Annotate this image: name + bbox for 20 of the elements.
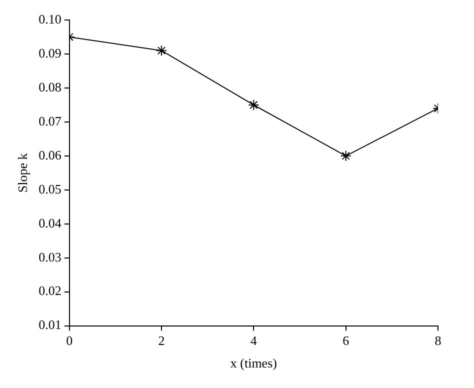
y-tick-label: 0.09 [38, 45, 62, 60]
y-tick-label: 0.02 [38, 283, 62, 298]
y-tick-label: 0.04 [38, 215, 62, 230]
y-tick-label: 0.05 [38, 181, 62, 196]
x-tick-label: 2 [158, 333, 165, 348]
y-tick-label: 0.03 [38, 249, 62, 264]
y-tick-label: 0.06 [38, 147, 62, 162]
y-tick-label: 0.08 [38, 79, 62, 94]
x-tick-label: 8 [434, 333, 442, 348]
y-tick-label: 0.10 [38, 11, 62, 26]
point [248, 99, 260, 110]
point [340, 150, 352, 162]
x-axis-title: x (times) [230, 356, 277, 371]
x-tick-label: 4 [250, 333, 258, 348]
x-tick-label: 6 [342, 333, 350, 348]
y-axis-title: Slope k [15, 152, 30, 193]
y-tick-label: 0.07 [38, 113, 62, 128]
point [156, 45, 168, 56]
y-tick-label: 0.01 [38, 317, 62, 332]
x-tick-label: 0 [66, 333, 73, 348]
